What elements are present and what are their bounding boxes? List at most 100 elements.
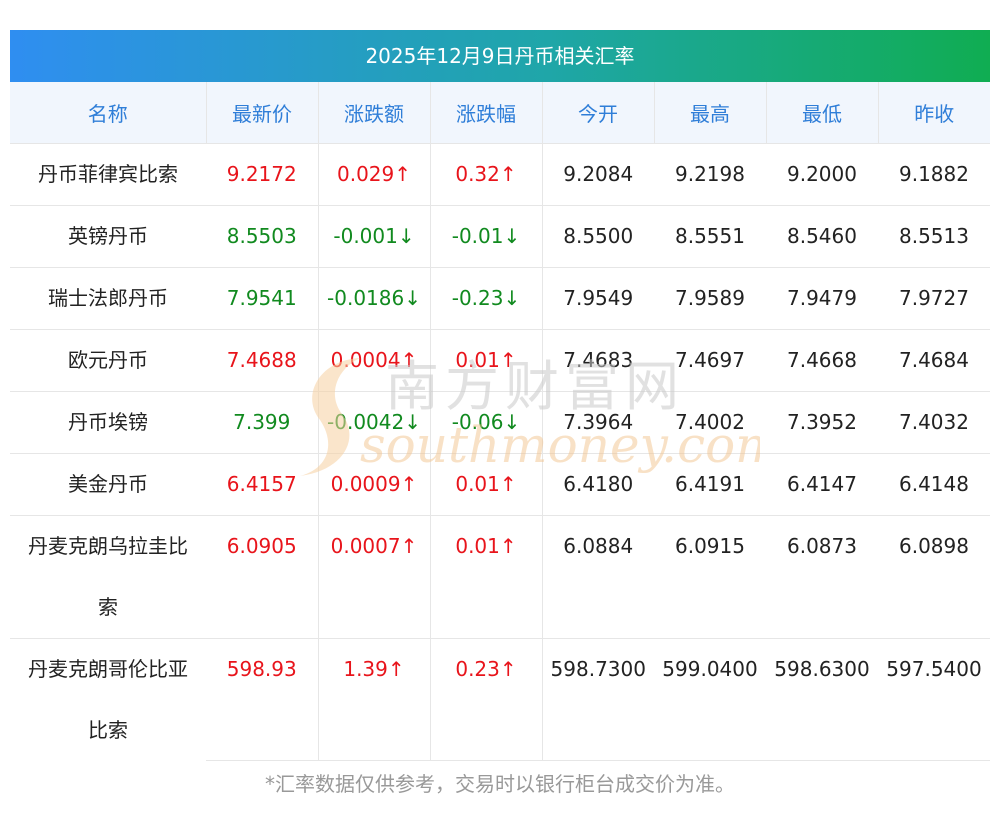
prev-close-price: 6.4148	[878, 452, 990, 515]
currency-pair-name-line: 英镑丹币	[68, 223, 148, 248]
low-price: 6.0873	[766, 514, 878, 639]
header-change: 涨跌额	[318, 82, 431, 143]
table-row: 欧元丹币 7.4688 0.0004↑ 0.01↑ 7.4683 7.4697 7.4668…	[10, 328, 990, 391]
high-price: 599.0400	[654, 637, 766, 761]
table-title: 2025年12月9日丹币相关汇率	[10, 30, 990, 82]
high-price: 7.4697	[654, 328, 766, 391]
low-price: 598.6300	[766, 637, 878, 761]
latest-price: 8.5503	[206, 204, 319, 267]
high-price: 6.4191	[654, 452, 766, 515]
low-price: 8.5460	[766, 204, 878, 267]
low-price: 7.9479	[766, 266, 878, 329]
prev-close-price-value: 597.5400	[886, 656, 982, 681]
change-amount: 1.39↑	[318, 637, 431, 761]
change-percent: 0.32↑	[430, 142, 543, 205]
change-amount: 0.0004↑	[318, 328, 431, 391]
prev-close-price: 7.4032	[878, 390, 990, 453]
latest-price: 598.93	[206, 637, 319, 761]
latest-price-value: 598.93	[226, 656, 297, 681]
change-percent: 0.01↑	[430, 328, 543, 391]
change-amount: -0.001↓	[318, 204, 431, 267]
prev-close-price-value: 6.0898	[899, 533, 969, 558]
latest-price: 6.0905	[206, 514, 319, 639]
open-price: 6.0884	[542, 514, 654, 639]
currency-pair-name-line: 瑞士法郎丹币	[48, 285, 168, 310]
currency-pair-name: 欧元丹币	[10, 328, 206, 391]
change-percent-value: 0.23↑	[455, 656, 517, 681]
open-price: 598.7300	[542, 637, 654, 761]
currency-pair-name: 丹币菲律宾比索	[10, 142, 206, 205]
change-amount: 0.0007↑	[318, 514, 431, 639]
header-low: 最低	[766, 82, 879, 143]
currency-pair-name: 丹币埃镑	[10, 390, 206, 453]
high-price: 8.5551	[654, 204, 766, 267]
table-row: 美金丹币 6.4157 0.0009↑ 0.01↑ 6.4180 6.4191 6.4147…	[10, 452, 990, 515]
currency-pair-name: 瑞士法郎丹币	[10, 266, 206, 329]
table-row: 丹币菲律宾比索 9.2172 0.029↑ 0.32↑ 9.2084 9.2198 9.20…	[10, 142, 990, 205]
change-amount: -0.0186↓	[318, 266, 431, 329]
high-price: 9.2198	[654, 142, 766, 205]
currency-pair-name-line: 丹币菲律宾比索	[38, 161, 178, 186]
latest-price-value: 6.0905	[226, 533, 297, 558]
change-amount: 0.029↑	[318, 142, 431, 205]
currency-pair-name-line: 丹麦克朗乌拉圭比	[28, 533, 188, 558]
change-amount-value: 0.0007↑	[330, 533, 418, 558]
prev-close-price: 8.5513	[878, 204, 990, 267]
table-row: 丹麦克朗乌拉圭比索 6.0905 0.0007↑ 0.01↑ 6.0884 6.0915 6…	[10, 514, 990, 639]
currency-pair-name: 美金丹币	[10, 452, 206, 515]
currency-pair-name-line: 索	[98, 594, 118, 619]
header-prev-close: 昨收	[914, 101, 955, 126]
change-amount-value: 1.39↑	[343, 656, 405, 681]
high-price: 6.0915	[654, 514, 766, 639]
high-price-value: 599.0400	[662, 656, 758, 681]
currency-pair-name-line: 比索	[88, 717, 128, 742]
header-latest: 最新价	[206, 82, 319, 143]
low-price-value: 6.0873	[787, 533, 857, 558]
currency-pair-name: 英镑丹币	[10, 204, 206, 267]
latest-price: 7.4688	[206, 328, 319, 391]
open-price: 7.3964	[542, 390, 654, 453]
currency-pair-name-line: 欧元丹币	[68, 347, 148, 372]
prev-close-price: 6.0898	[878, 514, 990, 639]
low-price-value: 598.6300	[774, 656, 870, 681]
open-price: 6.4180	[542, 452, 654, 515]
latest-price: 7.399	[206, 390, 319, 453]
open-price-value: 598.7300	[550, 656, 646, 681]
header-open: 今开	[542, 82, 655, 143]
high-price: 7.9589	[654, 266, 766, 329]
change-percent: -0.23↓	[430, 266, 543, 329]
table-header-row: 名称 最新价 涨跌额 涨跌幅 今开 最高 最低 昨收	[10, 82, 990, 143]
prev-close-price: 597.5400	[878, 637, 990, 761]
latest-price: 6.4157	[206, 452, 319, 515]
table-row: 丹麦克朗哥伦比亚 比索 598.93 1.39↑ 0.23↑ 598.7300 599.04…	[10, 637, 990, 761]
change-percent: -0.01↓	[430, 204, 543, 267]
change-percent: 0.23↑	[430, 637, 543, 761]
open-price: 9.2084	[542, 142, 654, 205]
open-price-value: 6.0884	[563, 533, 634, 558]
open-price: 7.4683	[542, 328, 654, 391]
header-high: 最高	[654, 82, 767, 143]
latest-price: 7.9541	[206, 266, 319, 329]
table-row: 英镑丹币 8.5503 -0.001↓ -0.01↓ 8.5500 8.5551 8.546…	[10, 204, 990, 267]
low-price: 7.4668	[766, 328, 878, 391]
table-row: 丹币埃镑 7.399 -0.0042↓ -0.06↓ 7.3964 7.4002 7.395…	[10, 390, 990, 453]
change-percent: 0.01↑	[430, 514, 543, 639]
table-row: 瑞士法郎丹币 7.9541 -0.0186↓ -0.23↓ 7.9549 7.9589 7.…	[10, 266, 990, 329]
prev-close-price: 7.4684	[878, 328, 990, 391]
low-price: 7.3952	[766, 390, 878, 453]
change-percent-value: 0.01↑	[455, 533, 517, 558]
low-price: 6.4147	[766, 452, 878, 515]
latest-price: 9.2172	[206, 142, 319, 205]
high-price-value: 6.0915	[675, 533, 745, 558]
low-price: 9.2000	[766, 142, 878, 205]
change-amount: 0.0009↑	[318, 452, 431, 515]
prev-close-price: 7.9727	[878, 266, 990, 329]
change-percent: 0.01↑	[430, 452, 543, 515]
currency-pair-name-line: 丹币埃镑	[68, 409, 148, 434]
open-price: 8.5500	[542, 204, 654, 267]
currency-pair-name-line: 美金丹币	[68, 471, 148, 496]
change-percent: -0.06↓	[430, 390, 543, 453]
prev-close-price: 9.1882	[878, 142, 990, 205]
currency-pair-name: 丹麦克朗乌拉圭比索	[10, 514, 206, 638]
header-name: 名称	[10, 82, 207, 143]
